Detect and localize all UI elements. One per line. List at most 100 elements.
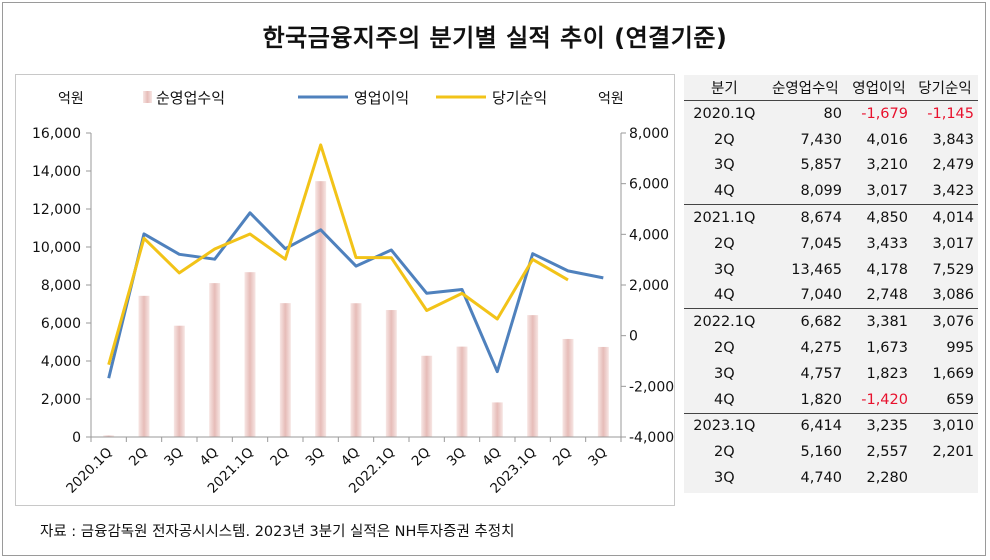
table-value-cell: 7,529 <box>932 261 974 278</box>
revenue-bar <box>562 338 574 437</box>
table-period-cell: 4Q <box>714 287 735 304</box>
table-period-cell: 2021.1Q <box>684 204 765 231</box>
table-period-cell: 3Q <box>714 470 735 487</box>
x-tick-label: 2Q <box>267 445 292 470</box>
table-row: 2022.1Q 6,682 3,381 3,076 <box>684 308 978 336</box>
table-value-cell: -1,679 <box>861 105 908 122</box>
table-header-cell: 당기순익 <box>911 75 978 101</box>
table-row: 2Q 4,275 1,673 995 <box>684 335 978 361</box>
table-period-cell: 2020.1Q <box>693 105 756 122</box>
table-value-cell: 3,210 <box>866 157 908 174</box>
table-value-cell: 3,010 <box>911 412 978 440</box>
table-value-cell: 2,280 <box>866 470 908 487</box>
table-value-cell: -1,145 <box>927 105 974 122</box>
table-value-cell: 3,235 <box>846 412 912 440</box>
x-tick-label: 4Q <box>197 445 222 470</box>
table-value-cell: 1,673 <box>866 340 908 357</box>
left-tick-label: 2,000 <box>41 392 81 408</box>
revenue-bar <box>597 346 609 437</box>
table-period-cell: 2023.1Q <box>684 412 765 440</box>
table-value-cell: 7,045 <box>800 235 842 252</box>
left-tick-label: 16,000 <box>32 126 81 142</box>
table-row: 2Q 7,045 3,433 3,017 <box>684 231 978 257</box>
left-tick-label: 6,000 <box>41 316 81 332</box>
table-row: 4Q 7,040 2,748 3,086 <box>684 283 978 309</box>
table-row: 2Q 7,430 4,016 3,843 <box>684 127 978 153</box>
chart-panel: 0 2,000 4,000 6,000 8,000 10,000 12,000 14,000 1… <box>15 74 675 506</box>
left-tick-label: 4,000 <box>41 354 81 370</box>
table-period-cell: 2Q <box>714 340 735 357</box>
table-period-cell: 2Q <box>714 131 735 148</box>
table-row: 2023.1Q 6,414 3,235 3,010 <box>684 412 978 440</box>
table-value-cell: 3,017 <box>866 183 908 200</box>
x-tick-label: 2Q <box>409 445 434 470</box>
legend-operating-label: 영업이익 <box>354 89 409 107</box>
table-row: 4Q 8,099 3,017 3,423 <box>684 178 978 204</box>
revenue-bar <box>527 315 539 437</box>
left-tick-label: 12,000 <box>32 202 81 218</box>
table-value-cell: 1,823 <box>866 365 908 382</box>
table-value-cell: 4,014 <box>911 204 978 231</box>
net-income-line <box>107 143 569 366</box>
table-value-cell: 2,479 <box>932 157 974 174</box>
right-tick-label: 6,000 <box>629 177 669 193</box>
data-table: 분기 순영업수익 영업이익 당기순익 2020.1Q 80 -1,679 -1,145 2Q 7… <box>684 75 978 491</box>
page-title: 한국금융지주의 분기별 실적 추이 (연결기준) <box>262 24 728 52</box>
table-row: 3Q 13,465 4,178 7,529 <box>684 257 978 283</box>
revenue-bar <box>103 435 115 437</box>
left-tick-label: 14,000 <box>32 164 81 180</box>
x-tick-label: 2Q <box>126 445 151 470</box>
table-row: 2Q 5,160 2,557 2,201 <box>684 439 978 465</box>
table-value-cell: 1,820 <box>800 391 842 408</box>
left-tick-label: 0 <box>72 430 81 446</box>
table-value-cell: 8,674 <box>764 204 846 231</box>
revenue-bar <box>173 325 185 437</box>
table-value-cell <box>912 465 978 491</box>
x-tick-label: 4Q <box>479 445 504 470</box>
x-tick-label: 2Q <box>550 445 575 470</box>
table-value-cell: 3,086 <box>932 287 974 304</box>
right-tick-label: 0 <box>629 329 638 345</box>
right-tick-label: -2,000 <box>629 379 674 395</box>
table-value-cell: 8,099 <box>800 183 842 200</box>
table-value-cell: 6,682 <box>764 308 846 336</box>
right-tick-label: -4,000 <box>629 430 674 446</box>
table-value-cell: 4,850 <box>846 204 912 231</box>
right-tick-label: 2,000 <box>629 278 669 294</box>
table-value-cell: 995 <box>946 340 974 357</box>
table-period-cell: 2Q <box>714 235 735 252</box>
revenue-bar <box>385 310 397 437</box>
right-tick-label: 8,000 <box>629 126 669 142</box>
table-period-cell: 3Q <box>714 157 735 174</box>
x-tick-label: 3Q <box>585 445 610 470</box>
right-unit-label: 억원 <box>598 91 624 107</box>
table-value-cell: 4,178 <box>866 261 908 278</box>
table-value-cell: 13,465 <box>791 261 842 278</box>
table-value-cell: 659 <box>946 391 974 408</box>
x-tick-label: 3Q <box>444 445 469 470</box>
table-header-cell: 분기 <box>684 75 765 101</box>
table-row: 2020.1Q 80 -1,679 -1,145 <box>684 101 978 127</box>
table-row: 4Q 1,820 -1,420 659 <box>684 387 978 413</box>
table-row: 2021.1Q 8,674 4,850 4,014 <box>684 204 978 231</box>
table-value-cell: 5,160 <box>800 444 842 461</box>
chart-svg: 0 2,000 4,000 6,000 8,000 10,000 12,000 14,000 1… <box>32 89 674 497</box>
table-value-cell: -1,420 <box>861 391 908 408</box>
table-header-cell: 순영업수익 <box>764 75 846 101</box>
table-value-cell: 3,843 <box>932 131 974 148</box>
revenue-bar <box>138 295 150 437</box>
revenue-bar <box>315 181 327 437</box>
table-period-cell: 4Q <box>714 391 735 408</box>
table-value-cell: 7,040 <box>800 287 842 304</box>
table-row: 3Q 4,757 1,823 1,669 <box>684 361 978 387</box>
table-value-cell: 2,557 <box>866 444 908 461</box>
table-value-cell: 3,017 <box>932 235 974 252</box>
revenue-bar <box>456 346 468 437</box>
x-tick-label: 4Q <box>338 445 363 470</box>
table-value-cell: 3,381 <box>846 308 912 336</box>
table-value-cell: 6,414 <box>764 412 846 440</box>
right-tick-label: 4,000 <box>629 227 669 243</box>
revenue-bar <box>421 355 433 437</box>
table-value-cell: 1,669 <box>932 365 974 382</box>
